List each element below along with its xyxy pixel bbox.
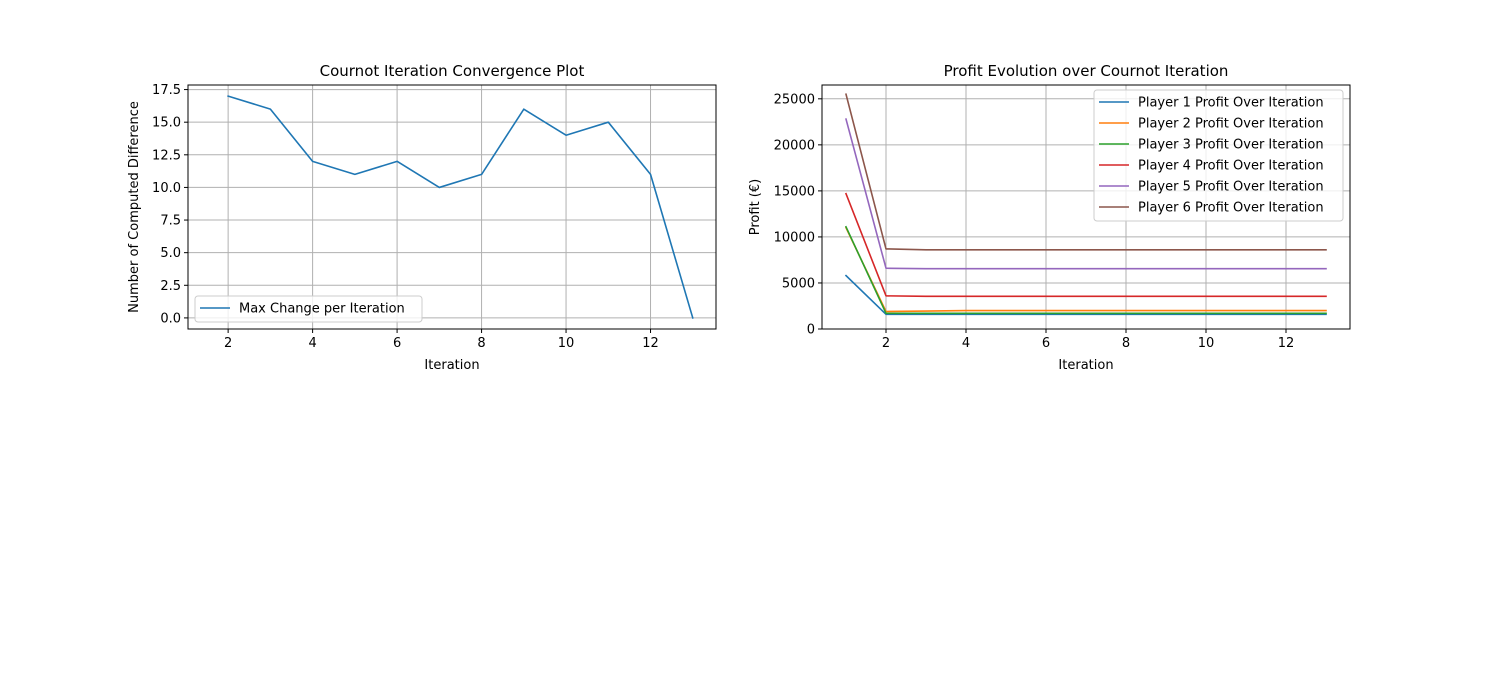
profit-y-tick-label: 0 [807, 323, 815, 338]
profit-series-line-3 [844, 225, 1327, 315]
convergence-series-line-1 [227, 95, 694, 319]
convergence-chart: Cournot Iteration Convergence Plot Itera… [127, 62, 717, 373]
convergence-chart-ylabel: Number of Computed Difference [127, 101, 142, 313]
convergence-y-tick-label: 5.0 [160, 246, 181, 261]
profit-legend-label: Player 5 Profit Over Iteration [1138, 180, 1324, 195]
convergence-y-tick-label: 12.5 [152, 148, 181, 163]
profit-legend-label: Player 1 Profit Over Iteration [1138, 96, 1324, 111]
convergence-y-tick-label: 0.0 [160, 311, 181, 326]
convergence-plot-frame [187, 84, 717, 330]
convergence-y-tick-label: 2.5 [160, 279, 181, 294]
convergence-x-tick-label: 4 [308, 336, 316, 351]
profit-x-tick-label: 10 [1198, 336, 1215, 351]
convergence-y-tick-label: 17.5 [152, 83, 181, 98]
profit-y-tick-label: 25000 [774, 92, 815, 107]
convergence-y-tick-label: 7.5 [160, 214, 181, 229]
profit-series-line-6 [845, 93, 1327, 251]
profit-chart: Profit Evolution over Cournot Iteration … [748, 62, 1351, 373]
convergence-chart-xlabel: Iteration [424, 358, 479, 373]
convergence-x-tick-label: 6 [393, 336, 401, 351]
profit-x-tick-label: 12 [1278, 336, 1295, 351]
profit-legend: Player 1 Profit Over Iteration Player 2 P… [1093, 89, 1344, 222]
profit-x-tick-label: 2 [882, 336, 890, 351]
convergence-series-group [227, 95, 694, 319]
profit-y-tick-label: 20000 [774, 138, 815, 153]
profit-chart-xlabel: Iteration [1058, 358, 1113, 373]
convergence-y-tick-label: 15.0 [152, 116, 181, 131]
profit-legend-label: Player 4 Profit Over Iteration [1138, 159, 1324, 174]
profit-series-line-1 [844, 274, 1327, 316]
convergence-x-tick-label: 12 [642, 336, 659, 351]
convergence-x-tick-label: 10 [558, 336, 575, 351]
convergence-x-tick-label: 8 [477, 336, 485, 351]
profit-legend-label: Player 6 Profit Over Iteration [1138, 201, 1324, 216]
profit-legend-label: Player 3 Profit Over Iteration [1138, 138, 1324, 153]
convergence-legend-box [194, 295, 423, 323]
profit-chart-title: Profit Evolution over Cournot Iteration [944, 62, 1229, 80]
convergence-y-tick-label: 10.0 [152, 181, 181, 196]
profit-series-line-2 [844, 226, 1327, 313]
profit-series-line-5 [845, 118, 1327, 270]
profit-series-line-4 [844, 192, 1327, 298]
profit-y-tick-label: 15000 [774, 184, 815, 199]
profit-legend-box [1093, 89, 1344, 222]
profit-chart-ylabel: Profit (€) [748, 179, 763, 235]
profit-x-tick-label: 4 [962, 336, 970, 351]
profit-y-tick-label: 5000 [782, 276, 815, 291]
profit-y-tick-label: 10000 [774, 230, 815, 245]
profit-x-tick-label: 8 [1122, 336, 1130, 351]
convergence-legend: Max Change per Iteration [194, 295, 423, 323]
profit-series-group [844, 93, 1327, 316]
convergence-gridlines [188, 85, 716, 329]
profit-legend-label: Player 2 Profit Over Iteration [1138, 117, 1324, 132]
convergence-x-tick-label: 2 [224, 336, 232, 351]
profit-x-tick-label: 6 [1042, 336, 1050, 351]
convergence-chart-title: Cournot Iteration Convergence Plot [320, 62, 585, 80]
convergence-legend-label: Max Change per Iteration [239, 302, 405, 317]
profit-plot-frame [821, 84, 1351, 330]
